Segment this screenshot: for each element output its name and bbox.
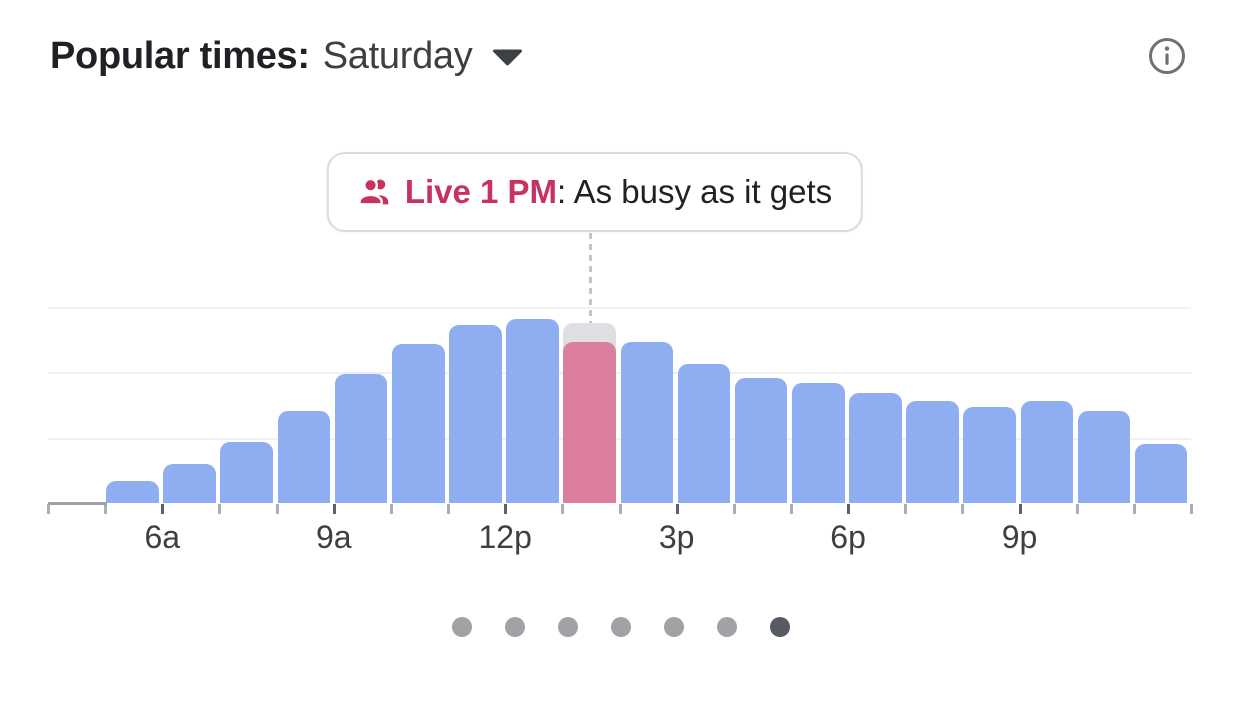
- axis-tick: [218, 504, 222, 514]
- live-time-label: Live 1 PM: [404, 173, 558, 210]
- hour-bar[interactable]: [506, 318, 559, 503]
- hour-bar[interactable]: [963, 406, 1017, 503]
- axis-tick: [1075, 504, 1079, 514]
- axis-tick: [47, 504, 50, 514]
- hour-bar[interactable]: [106, 481, 159, 503]
- axis-tick: [389, 504, 393, 514]
- header: Popular times: Saturday: [50, 30, 523, 82]
- carousel-dot[interactable]: [505, 617, 525, 637]
- chevron-down-icon[interactable]: [492, 48, 523, 71]
- carousel-dot[interactable]: [452, 617, 472, 637]
- x-axis-label: 3p: [658, 519, 695, 555]
- axis-tick: [104, 504, 108, 514]
- live-busyness-bar[interactable]: [563, 342, 616, 503]
- carousel-dot[interactable]: [664, 617, 684, 637]
- popular-times-chart: 6a 9a 12p 3p 6p 9p: [47, 307, 1193, 555]
- axis-tick: [275, 504, 279, 514]
- hour-bar[interactable]: [906, 401, 959, 503]
- x-axis-label: 12p: [478, 519, 532, 555]
- hour-bar[interactable]: [734, 377, 788, 503]
- page-title: Popular times:: [50, 34, 310, 77]
- hour-bar[interactable]: [163, 463, 216, 503]
- hour-bar[interactable]: [1134, 444, 1188, 503]
- hour-bar[interactable]: [677, 363, 731, 503]
- hour-bar[interactable]: [620, 342, 674, 503]
- axis-tick: [618, 504, 622, 514]
- hour-bar[interactable]: [791, 383, 845, 503]
- hour-bar[interactable]: [391, 344, 445, 503]
- day-selector[interactable]: Saturday: [310, 35, 524, 78]
- tooltip-connector-line: [589, 233, 593, 323]
- carousel-dot-active[interactable]: [770, 617, 790, 637]
- x-axis-label: 6p: [830, 519, 866, 555]
- selected-day-label: Saturday: [322, 34, 473, 77]
- x-axis-label: 9a: [315, 519, 352, 555]
- axis-tick: [847, 504, 851, 514]
- hour-bar[interactable]: [849, 393, 902, 503]
- gridline: [48, 307, 1191, 309]
- tooltip-message: As busy as it gets: [566, 173, 833, 210]
- axis-tick: [447, 504, 451, 514]
- hour-bar[interactable]: [449, 324, 502, 503]
- axis-tick: [161, 504, 165, 514]
- gridline: [48, 372, 1191, 374]
- axis-tick: [675, 504, 679, 514]
- hour-bar[interactable]: [1077, 410, 1131, 503]
- axis-baseline-segment: [48, 502, 108, 505]
- hour-bar[interactable]: [220, 442, 274, 503]
- carousel-dot[interactable]: [558, 617, 578, 637]
- axis-tick: [1190, 504, 1193, 514]
- people-group-icon: [358, 174, 392, 213]
- x-axis-label: 6a: [144, 519, 181, 555]
- axis-tick: [961, 504, 965, 514]
- axis-tick: [1132, 504, 1136, 514]
- hour-bar[interactable]: [277, 410, 331, 503]
- hour-bar[interactable]: [334, 373, 388, 503]
- axis-tick: [732, 504, 736, 514]
- axis-tick: [504, 504, 508, 514]
- carousel-dot[interactable]: [611, 617, 631, 637]
- tooltip-separator: :: [557, 173, 567, 210]
- hour-bar[interactable]: [1020, 401, 1074, 503]
- x-axis-label: 9p: [1001, 519, 1038, 555]
- tooltip-text: Live 1 PM: As busy as it gets: [405, 173, 832, 211]
- gridline: [48, 438, 1191, 440]
- live-status-tooltip: Live 1 PM: As busy as it gets: [326, 152, 864, 232]
- axis-tick: [332, 504, 336, 514]
- carousel-dot[interactable]: [717, 617, 737, 637]
- day-carousel-dots: [0, 617, 1242, 637]
- axis-tick: [904, 504, 908, 514]
- axis-tick: [789, 504, 793, 514]
- axis-tick: [561, 504, 565, 514]
- axis-tick: [1018, 504, 1022, 514]
- info-icon[interactable]: [1147, 36, 1187, 76]
